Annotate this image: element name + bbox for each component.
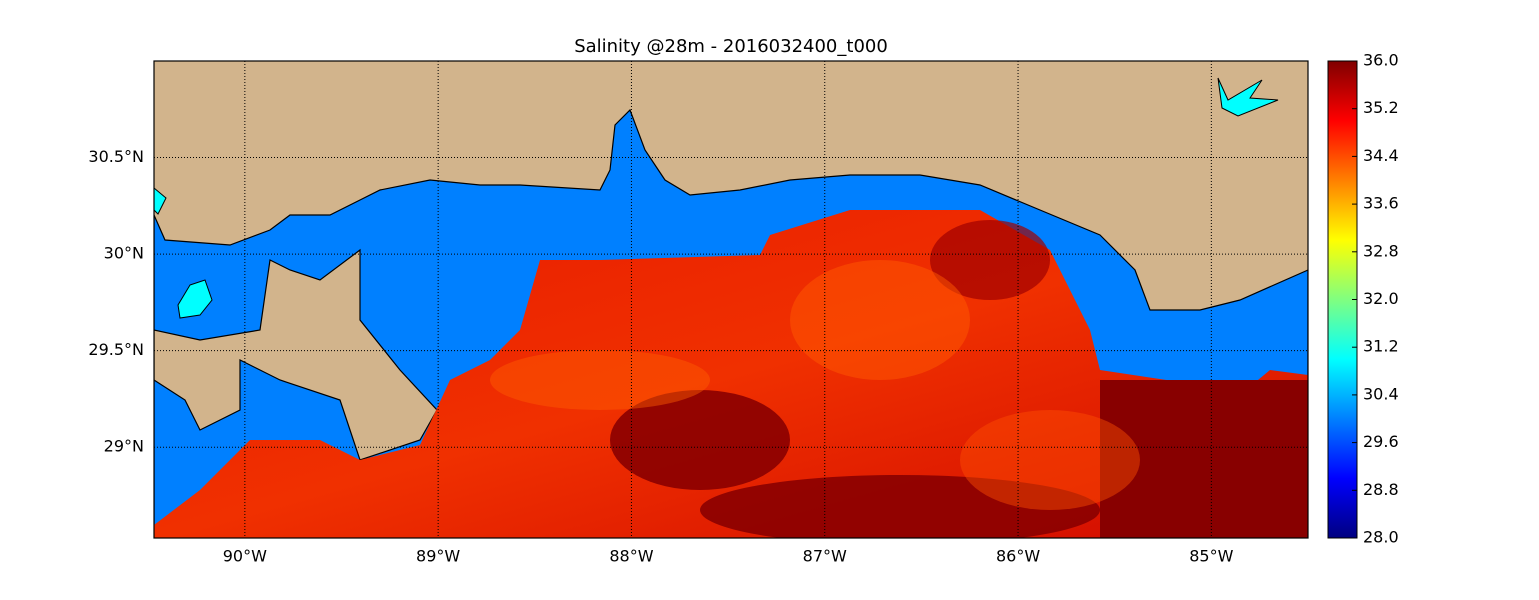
colorbar-tick-label: 36.0 <box>1363 51 1399 70</box>
lon-tick-label: 89°W <box>416 547 460 566</box>
lower-salinity-swirl <box>790 260 970 380</box>
colorbar-tick-label: 33.6 <box>1363 194 1399 213</box>
lower-salinity-swirl <box>490 350 710 410</box>
map-area <box>154 61 1308 538</box>
lake <box>154 187 167 215</box>
colorbar-tick-label: 31.2 <box>1363 337 1399 356</box>
map-title: Salinity @28m - 2016032400_t000 <box>574 36 888 57</box>
high-salinity-patch <box>1100 380 1308 538</box>
colorbar-tick-label: 32.0 <box>1363 289 1399 308</box>
colorbar-tick-label: 35.2 <box>1363 98 1399 117</box>
lake <box>1217 77 1279 117</box>
lat-tick-label: 29°N <box>104 437 144 456</box>
lake <box>177 279 213 319</box>
lon-tick-label: 85°W <box>1189 547 1233 566</box>
lat-tick-label: 30.5°N <box>88 147 144 166</box>
colorbar-tick-label: 28.0 <box>1363 528 1399 547</box>
lat-tick-label: 29.5°N <box>88 340 144 359</box>
high-salinity-patch <box>700 475 1100 538</box>
lower-salinity-swirl <box>960 410 1140 510</box>
colorbar-tick-label: 29.6 <box>1363 432 1399 451</box>
lon-tick-label: 88°W <box>609 547 653 566</box>
colorbar-tick-label: 32.8 <box>1363 241 1399 260</box>
lat-tick-label: 30°N <box>104 244 144 263</box>
high-salinity-patch <box>930 220 1050 300</box>
lon-tick-label: 87°W <box>803 547 847 566</box>
colorbar-tick-label: 28.8 <box>1363 480 1399 499</box>
colorbar-tick-label: 30.4 <box>1363 384 1399 403</box>
map-frame <box>153 60 1309 539</box>
delta-land <box>154 248 438 461</box>
high-salinity-patch <box>610 390 790 490</box>
lon-tick-label: 86°W <box>996 547 1040 566</box>
lon-tick-label: 90°W <box>223 547 267 566</box>
colorbar-tick-label: 34.4 <box>1363 146 1399 165</box>
